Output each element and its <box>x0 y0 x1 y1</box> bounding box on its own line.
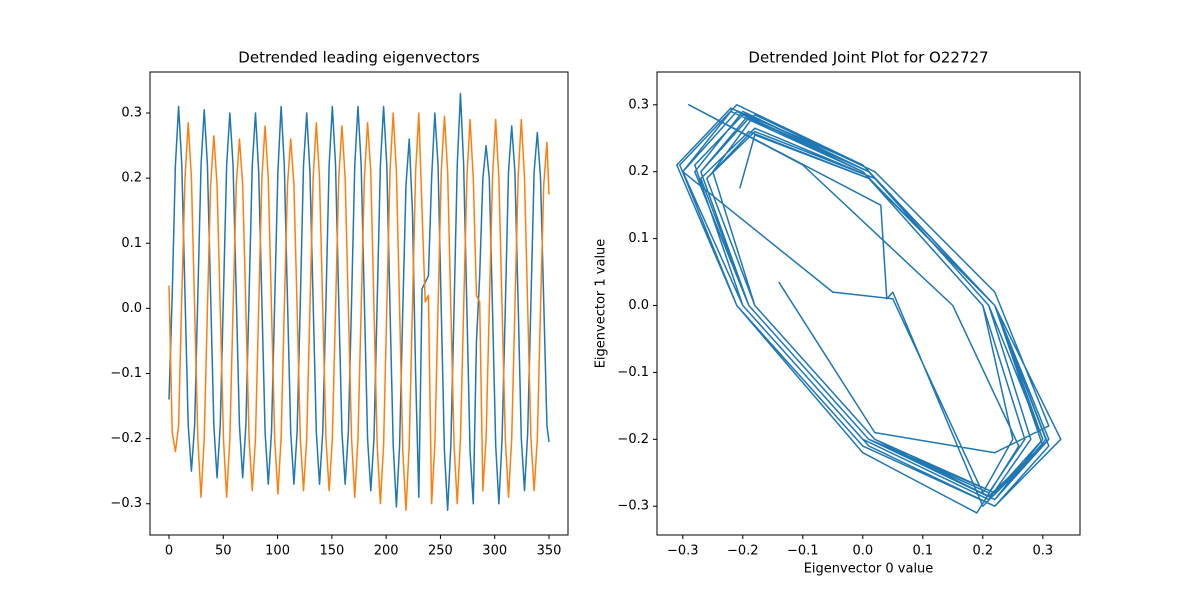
x-tick-label: 150 <box>319 544 344 559</box>
y-tick-label: −0.1 <box>110 366 142 381</box>
chart-title: Detrended leading eigenvectors <box>238 49 480 67</box>
x-tick-label: 0.3 <box>1032 544 1053 559</box>
x-tick-label: 350 <box>537 544 562 559</box>
y-tick-label: 0.3 <box>628 97 649 112</box>
x-tick-label: 250 <box>428 544 453 559</box>
y-tick-label: −0.3 <box>617 499 649 514</box>
y-tick-label: 0.3 <box>121 106 142 121</box>
x-axis-label: Eigenvector 0 value <box>804 562 934 577</box>
chart-title: Detrended Joint Plot for O22727 <box>748 49 988 67</box>
y-tick-label: 0.2 <box>121 171 142 186</box>
x-tick-label: 0.0 <box>852 544 873 559</box>
x-tick-label: 200 <box>374 544 399 559</box>
x-tick-label: −0.3 <box>667 544 699 559</box>
x-tick-label: 50 <box>215 544 232 559</box>
y-tick-label: −0.1 <box>617 365 649 380</box>
y-tick-label: −0.2 <box>110 431 142 446</box>
x-tick-label: 0.1 <box>912 544 933 559</box>
y-tick-label: −0.2 <box>617 432 649 447</box>
y-tick-label: 0.1 <box>121 236 142 251</box>
y-axis-label: Eigenvector 1 value <box>594 239 609 369</box>
x-tick-label: −0.2 <box>727 544 759 559</box>
y-tick-label: 0.1 <box>628 231 649 246</box>
y-tick-label: 0.2 <box>628 164 649 179</box>
x-tick-label: 100 <box>265 544 290 559</box>
x-tick-label: −0.1 <box>787 544 819 559</box>
x-tick-label: 0.2 <box>972 544 993 559</box>
series-line <box>168 112 550 511</box>
x-tick-label: 0 <box>165 544 173 559</box>
plot-frame <box>656 71 1081 536</box>
y-tick-label: −0.3 <box>110 496 142 511</box>
joint-line <box>676 104 1062 514</box>
y-tick-label: 0.0 <box>121 301 142 316</box>
y-tick-label: 0.0 <box>628 298 649 313</box>
plot-frame <box>149 71 569 536</box>
series-line <box>168 92 550 511</box>
x-tick-label: 300 <box>482 544 507 559</box>
